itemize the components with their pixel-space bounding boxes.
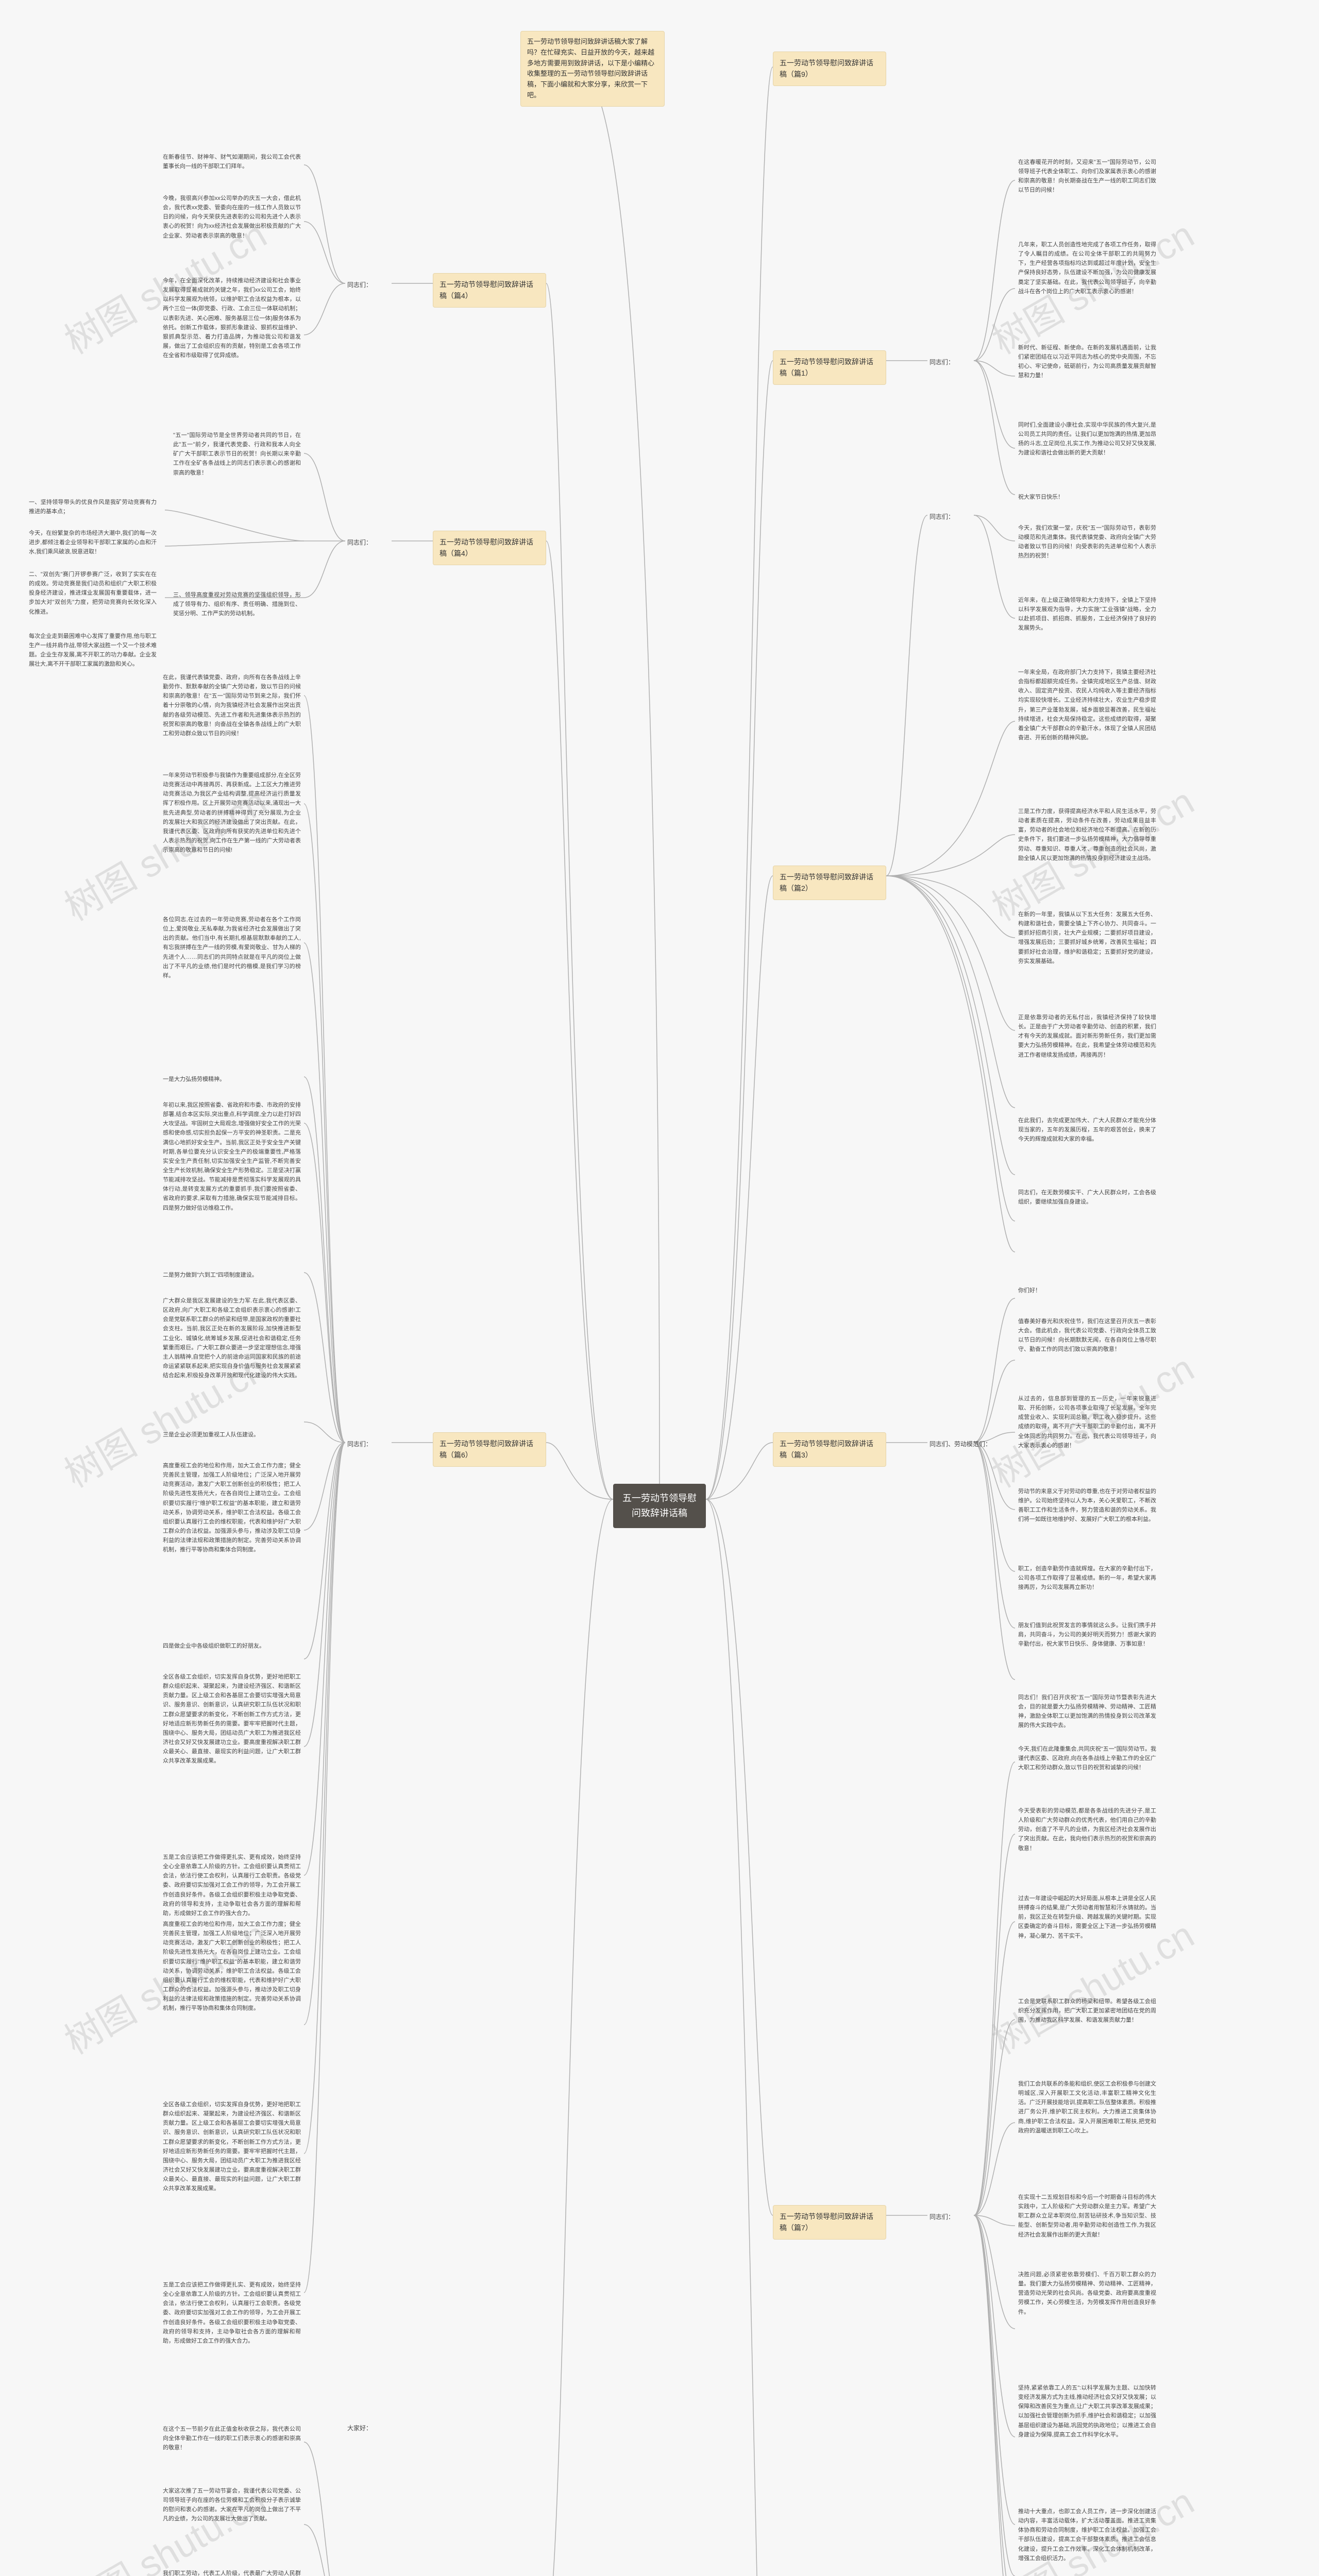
para-r4-3: 工会是党联系职工群众的桥梁和纽带。希望各级工会组织充分发挥作用，把广大职工更加紧… bbox=[1015, 1994, 1159, 2028]
para-l2-2: 二、"双创先"赛门开锣参赛广泛，收到了实实在在的成效。劳动竞赛是我们动员和组织广… bbox=[26, 567, 160, 620]
para-l2-3: 三、领导高度重视对劳动竞赛的坚强组织领导，形成了领导有力、组织有序、责任明确、措… bbox=[170, 587, 304, 621]
para-l1-1: 今晚，我很高兴参加xx公司举办的庆五一大会，借此机会，我代表xx党委、管委向在座… bbox=[160, 191, 304, 244]
branch-1[interactable]: 五一劳动节领导慰问致辞讲话稿（篇1） bbox=[773, 350, 886, 385]
para-r3-0: 你们好！ bbox=[1015, 1283, 1159, 1298]
para-l3-7: 三是企业必须更加重视工人队伍建设。 bbox=[160, 1427, 304, 1443]
para-l4-1: 大家这次推了五一劳动节宴会，我谨代表公司党委、公司领导班子向在座的各位劳模和工会… bbox=[160, 2483, 304, 2527]
root-node[interactable]: 五一劳动节领导慰问致辞讲话稿 bbox=[613, 1484, 706, 1528]
para-r1-4: 祝大家节日快乐！ bbox=[1015, 489, 1159, 505]
para-r4-0: 今天,我们在此隆重集会,共同庆祝"五一"国际劳动节。我谨代表区委、区政府,向在各… bbox=[1015, 1741, 1159, 1775]
para-r3-6: 同志们！我们召开庆祝"五一"国际劳动节暨表彰先进大会，目的就是要大力弘扬劳模精神… bbox=[1015, 1690, 1159, 1734]
sub-l2: 同志们： bbox=[345, 536, 392, 550]
para-l1-2: 今年，在全面深化改革，持续推动经济建设和社会事业发展取得显著成就的关键之年，我们… bbox=[160, 273, 304, 363]
branch-l2[interactable]: 五一劳动节领导慰问致辞讲话稿（篇4） bbox=[433, 531, 546, 565]
para-r2-0b: 近年来，在上级正确领导和大力支持下，全镇上下坚持以科学发展观为指导，大力实施"工… bbox=[1015, 592, 1159, 636]
para-r2-3: 正是依靠劳动者的无私付出，我镇经济保持了较快增长。正是由于广大劳动者辛勤劳动、创… bbox=[1015, 1010, 1159, 1063]
sub-2: 同志们： bbox=[927, 510, 974, 524]
sub-l4a: 大家好： bbox=[345, 2421, 392, 2435]
para-l2-0: "五一"国际劳动节是全世界劳动者共同的节日，在此"五一"前夕，我谨代表党委、行政… bbox=[170, 428, 304, 481]
sub-l3: 同志们： bbox=[345, 1437, 392, 1451]
para-r3-2: 从过去的，信息部到管理的五一历史，一年来锐意进取、开拓创新，公司各项事业取得了长… bbox=[1015, 1391, 1159, 1453]
para-l1-0: 在新春佳节、财神年、财气如潮期间，我公司工会代表董事长向一线的干部职工们拜年。 bbox=[160, 149, 304, 174]
sub-3: 同志们、劳动模范们： bbox=[927, 1437, 1015, 1451]
para-l3-8: 高度重视工会的地位和作用，加大工会工作力度；健全完善民主管理，加强工人阶级地位；… bbox=[160, 1458, 304, 1557]
sub-7: 同志们： bbox=[927, 2210, 974, 2224]
sub-l1: 同志们： bbox=[345, 278, 392, 292]
branch-l3[interactable]: 五一劳动节领导慰问致辞讲话稿（篇6） bbox=[433, 1432, 546, 1467]
para-r4-1: 今天受表彰的劳动模范,都是各条战线的先进分子,是工人阶级和广大劳动群众的优秀代表… bbox=[1015, 1803, 1159, 1856]
para-l4-2: 我们职工劳动，代表工人阶级，代表最广大劳动人民群众根本利益，公司是大家共同的家园… bbox=[160, 2566, 304, 2576]
para-r3-5: 朋友们值到此祝贺发言的事情就这么多。让我们携手并肩，共同奋斗，为公司的美好明天而… bbox=[1015, 1618, 1159, 1652]
para-l3-11c: 全区各级工会组织，切实发挥自身优势，更好地把职工群众组织起来、凝聚起来，为建设经… bbox=[160, 2097, 304, 2196]
para-r3-4: 职工，创造辛勤劳作造就辉煌。在大家的辛勤付出下，公司各项工作取得了显著成绩。新的… bbox=[1015, 1561, 1159, 1595]
para-r1-1: 几年来，职工人员创造性地完成了各项工作任务，取得了令人瞩目的成绩。在公司全体干部… bbox=[1015, 237, 1159, 299]
para-l3-11b: 高度重视工会的地位和作用，加大工会工作力度；健全完善民主管理，加强工人阶级地位；… bbox=[160, 1917, 304, 2016]
para-r2-5: 同志们，在无数劳模实干、广大人民群众时，工会各级组织，要继续加强自身建设。 bbox=[1015, 1185, 1159, 1210]
para-r2-0: 一年来全局，在政府部门大力支持下，我镇主要经济社会指标都超额完成任务。全镇完成地… bbox=[1015, 665, 1159, 745]
para-r2-1: 三是工作力度，获得提高经济水平和人民生活水平，劳动者素质在提高，劳动条件在改善，… bbox=[1015, 804, 1159, 866]
para-l3-6: 广大群众是我区发展建设的生力军.在此,我代表区委、区政府,向广大职工和各级工会组… bbox=[160, 1293, 304, 1383]
para-l3-9: 四是做企业中各级组织做职工的好朋友。 bbox=[160, 1638, 304, 1654]
para-l2-2b: 每次企业走到最困难中心发挥了重要作用,他与职工生产一线并肩作战,带领大家战胜一个… bbox=[26, 629, 160, 672]
branch-2[interactable]: 五一劳动节领导慰问致辞讲话稿（篇2） bbox=[773, 866, 886, 900]
para-l2-1b: 今天，在纷繁复杂的市场经济大潮中,我们的每一次进步,都倾注着企业领导和干部职工家… bbox=[26, 526, 160, 560]
para-r2-4: 在此我们，去完成更加伟大、广大人民群众才能充分体现当家的，五年的发展历程，五年的… bbox=[1015, 1113, 1159, 1147]
branch-3[interactable]: 五一劳动节领导慰问致辞讲话稿（篇3） bbox=[773, 1432, 886, 1467]
branch-7[interactable]: 五一劳动节领导慰问致辞讲话稿（篇7） bbox=[773, 2205, 886, 2240]
para-r2-0a: 今天，我们欢聚一堂，庆祝"五一"国际劳动节，表彰劳动模范和先进集体。我代表镇党委… bbox=[1015, 520, 1159, 564]
para-l3-2: 各位同志,在过去的一年劳动竞赛,劳动者在各个工作岗位上,爱岗敬业,无私奉献,为我… bbox=[160, 912, 304, 984]
para-l3-11: 五是工会应该把工作做得更扎实、更有成效，始终坚持全心全意依靠工人阶级的方针。工会… bbox=[160, 1850, 304, 1921]
para-r4-4: 我们工会共联系的条能和组织,使区工会积极参与创建文明城区,深入开展职工文化活动,… bbox=[1015, 2076, 1159, 2139]
para-r2-2: 在新的一年里，我镇从以下五大任务：发展五大任务、构建和谐社会，需要全镇上下齐心协… bbox=[1015, 907, 1159, 969]
para-l3-5: 二是努力做到"六到工"四项制度建设。 bbox=[160, 1267, 304, 1283]
para-l3-4: 年初以来,我区按照省委、省政府和市委、市政府的安排部署,结合本区实际,突出重点,… bbox=[160, 1097, 304, 1216]
para-l3-11d: 五是工会应该把工作做得更扎实、更有成效，始终坚持全心全意依靠工人阶级的方针。工会… bbox=[160, 2277, 304, 2349]
para-l3-3: 一是大力弘扬劳模精神。 bbox=[160, 1072, 304, 1087]
para-r4-6: 决胜问题,必须紧密依靠劳模们、千百万职工群众的力量。我们要大力弘扬劳模精神、劳动… bbox=[1015, 2267, 1159, 2320]
para-r4-8: 推动十大重点，也即工会人员工作，进一步深化创建活动内容，丰富活动载体，扩大活动覆… bbox=[1015, 2504, 1159, 2566]
intro-node: 五一劳动节领导慰问致辞讲话稿大家了解吗？在忙碌充实、日益开放的今天，越来越多地方… bbox=[520, 31, 665, 107]
sub-1: 同志们： bbox=[927, 355, 974, 369]
branch-9[interactable]: 五一劳动节领导慰问致辞讲话稿（篇9） bbox=[773, 52, 886, 86]
para-r3-3: 劳动节的来意义于对劳动的尊重,也在于对劳动者权益的维护。公司始终坚持以人为本，关… bbox=[1015, 1484, 1159, 1528]
para-r1-2: 新时代、新征程、新使命。在新的发展机遇面前，让我们紧密团结在以习近平同志为核心的… bbox=[1015, 340, 1159, 384]
para-l3-1: 一年来劳动节积极参与我镇作为重要组成部分,在全区劳动竞赛活动中再接再厉、再获新成… bbox=[160, 768, 304, 858]
mindmap-canvas: 树图 shutu.cn 树图 shutu.cn 树图 shutu.cn 树图 s… bbox=[0, 0, 1319, 2576]
para-l4-0: 在这个五一节前夕在此正值金秋收获之际，我代表公司向全体辛勤工作在一线的职工们表示… bbox=[160, 2421, 304, 2455]
para-r4-7: 坚持,紧紧依靠工人的五":以科学发展为主题、以加快转变经济发展方式为主线,推动经… bbox=[1015, 2380, 1159, 2443]
para-l2-1: 一、坚持领导带头的优良作风是我矿劳动竞赛有力推进的基本点； bbox=[26, 495, 160, 519]
branch-l1[interactable]: 五一劳动节领导慰问致辞讲话稿（篇4） bbox=[433, 273, 546, 308]
para-l3-0: 在此，我谨代表镇党委、政府，向所有在各条战线上辛勤劳作、默默奉献的全镇广大劳动者… bbox=[160, 670, 304, 741]
para-r4-5: 在实现十二五规划目标和今后一个时期奋斗目标的伟大实践中，工人阶级和广大劳动群众是… bbox=[1015, 2190, 1159, 2243]
para-r4-2: 过去一年建设中崛起的大好局面,从根本上讲是全区人民拼搏奋斗的结果,是广大劳动者用… bbox=[1015, 1891, 1159, 1944]
para-r3-1: 值春美好春光和庆祝佳节，我们在这里召开庆五一表彰大会。借此机会，我代表公司党委、… bbox=[1015, 1314, 1159, 1358]
para-r1-0: 在这春暖花开的时刻，又迎来"五一"国际劳动节，公司领导班子代表全体职工、向你们及… bbox=[1015, 155, 1159, 198]
para-r1-3: 同时们,全面建设小康社会,实现中华民族的伟大复兴,是公司员工共同的责任。让我们以… bbox=[1015, 417, 1159, 461]
para-l3-10: 全区各级工会组织，切实发挥自身优势，更好地把职工群众组织起来、凝聚起来，为建设经… bbox=[160, 1669, 304, 1769]
